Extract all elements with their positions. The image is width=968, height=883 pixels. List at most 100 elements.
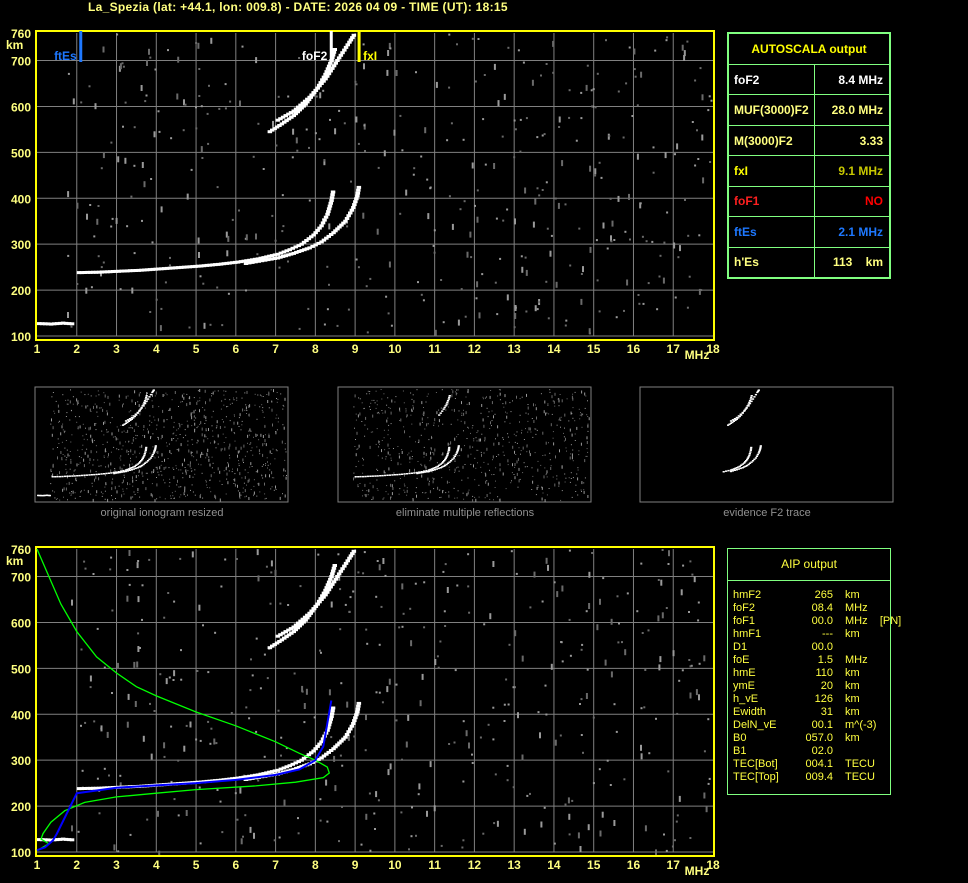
trace-point-es_layer bbox=[69, 322, 75, 326]
trace-point-x_mode_2hop bbox=[340, 51, 345, 55]
trace-point-o_mode_2hop bbox=[734, 419, 737, 421]
noise-dot bbox=[526, 444, 528, 448]
noise-dot bbox=[262, 477, 264, 479]
trace-point-x_mode bbox=[356, 704, 361, 708]
noise-dot bbox=[406, 487, 408, 489]
noise-dot bbox=[374, 402, 376, 404]
trace-point-o_mode bbox=[327, 720, 333, 724]
autoscala-row-hes: h'Es 113 km bbox=[728, 246, 891, 279]
noise-dot bbox=[521, 754, 524, 761]
noise-dot bbox=[391, 484, 393, 488]
trace-point-x_mode bbox=[126, 470, 130, 472]
noise-dot bbox=[201, 451, 203, 455]
trace-point-o_mode bbox=[376, 475, 379, 477]
noise-dot bbox=[357, 484, 359, 486]
noise-dot bbox=[85, 405, 87, 409]
noise-dot bbox=[285, 747, 288, 750]
noise-dot bbox=[110, 462, 112, 466]
noise-dot bbox=[534, 452, 536, 454]
noise-dot bbox=[135, 434, 137, 436]
noise-dot bbox=[198, 95, 201, 97]
noise-dot bbox=[70, 494, 72, 496]
trace-point-o_mode bbox=[278, 767, 284, 771]
noise-dot bbox=[51, 475, 53, 477]
noise-dot bbox=[413, 167, 416, 170]
noise-dot bbox=[524, 256, 527, 259]
noise-dot bbox=[707, 718, 710, 721]
noise-dot bbox=[181, 423, 183, 425]
trace-point-x_mode bbox=[755, 455, 759, 457]
noise-dot bbox=[364, 424, 366, 426]
noise-dot bbox=[119, 466, 121, 470]
noise-dot bbox=[432, 477, 434, 479]
noise-dot bbox=[552, 437, 554, 439]
noise-dot bbox=[585, 455, 587, 457]
noise-dot bbox=[107, 395, 109, 399]
noise-dot bbox=[131, 399, 133, 403]
noise-dot bbox=[467, 585, 470, 588]
trace-point-o_mode bbox=[170, 266, 175, 270]
noise-dot bbox=[247, 434, 249, 438]
noise-dot bbox=[467, 391, 468, 393]
noise-dot bbox=[163, 394, 165, 396]
noise-dot bbox=[386, 485, 388, 487]
noise-dot bbox=[199, 423, 201, 425]
noise-dot bbox=[189, 396, 191, 400]
trace-point-x_mode bbox=[751, 460, 755, 462]
noise-dot bbox=[158, 850, 161, 857]
noise-dot bbox=[623, 778, 626, 781]
trace-point-es_layer bbox=[45, 322, 51, 326]
noise-dot bbox=[411, 806, 413, 809]
noise-dot bbox=[465, 730, 468, 737]
noise-dot bbox=[571, 496, 573, 498]
trace-point-x_mode_2hop bbox=[280, 631, 286, 635]
noise-dot bbox=[389, 47, 392, 50]
noise-dot bbox=[554, 405, 556, 407]
trace-point-x_mode bbox=[422, 471, 425, 474]
noise-dot bbox=[463, 409, 464, 411]
trace-point-o_mode_2hop bbox=[727, 424, 730, 426]
noise-dot bbox=[497, 100, 500, 107]
noise-dot bbox=[454, 468, 456, 472]
trace-point-o_mode_2hop bbox=[750, 395, 753, 397]
trace-point-x_mode_2hop bbox=[132, 415, 135, 417]
trace-point-x_mode_2hop bbox=[335, 59, 340, 62]
noise-dot bbox=[253, 832, 255, 839]
noise-dot bbox=[160, 464, 162, 466]
noise-dot bbox=[424, 464, 426, 468]
noise-dot bbox=[185, 471, 187, 475]
noise-dot bbox=[224, 83, 227, 86]
noise-dot bbox=[516, 472, 518, 476]
noise-dot bbox=[264, 424, 266, 428]
noise-dot bbox=[548, 442, 549, 444]
noise-dot bbox=[431, 452, 433, 454]
noise-dot bbox=[393, 129, 396, 136]
noise-dot bbox=[487, 416, 489, 418]
trace-point-es_layer bbox=[38, 494, 41, 497]
noise-dot bbox=[284, 443, 286, 445]
noise-dot bbox=[460, 288, 463, 291]
noise-dot bbox=[643, 706, 646, 709]
noise-dot bbox=[80, 391, 82, 393]
trace-point-x_mode bbox=[457, 448, 460, 450]
noise-dot bbox=[265, 443, 267, 447]
trace-point-es_layer bbox=[66, 322, 72, 326]
trace-point-x_mode_2hop bbox=[309, 93, 314, 97]
noise-dot bbox=[84, 721, 87, 724]
noise-dot bbox=[216, 420, 218, 424]
noise-dot bbox=[511, 472, 513, 474]
noise-dot bbox=[465, 396, 467, 398]
trace-point-o_mode bbox=[139, 268, 144, 272]
noise-dot bbox=[499, 399, 501, 401]
noise-dot bbox=[448, 33, 451, 36]
noise-dot bbox=[570, 444, 572, 446]
noise-dot bbox=[104, 490, 106, 492]
noise-dot bbox=[194, 422, 196, 426]
noise-dot bbox=[182, 437, 184, 439]
aip-profile-curve bbox=[36, 548, 331, 852]
trace-point-es_layer bbox=[48, 494, 51, 497]
noise-dot bbox=[451, 409, 453, 411]
trace-point-o_mode bbox=[90, 474, 93, 476]
noise-dot bbox=[54, 497, 56, 499]
noise-dot bbox=[547, 404, 549, 406]
